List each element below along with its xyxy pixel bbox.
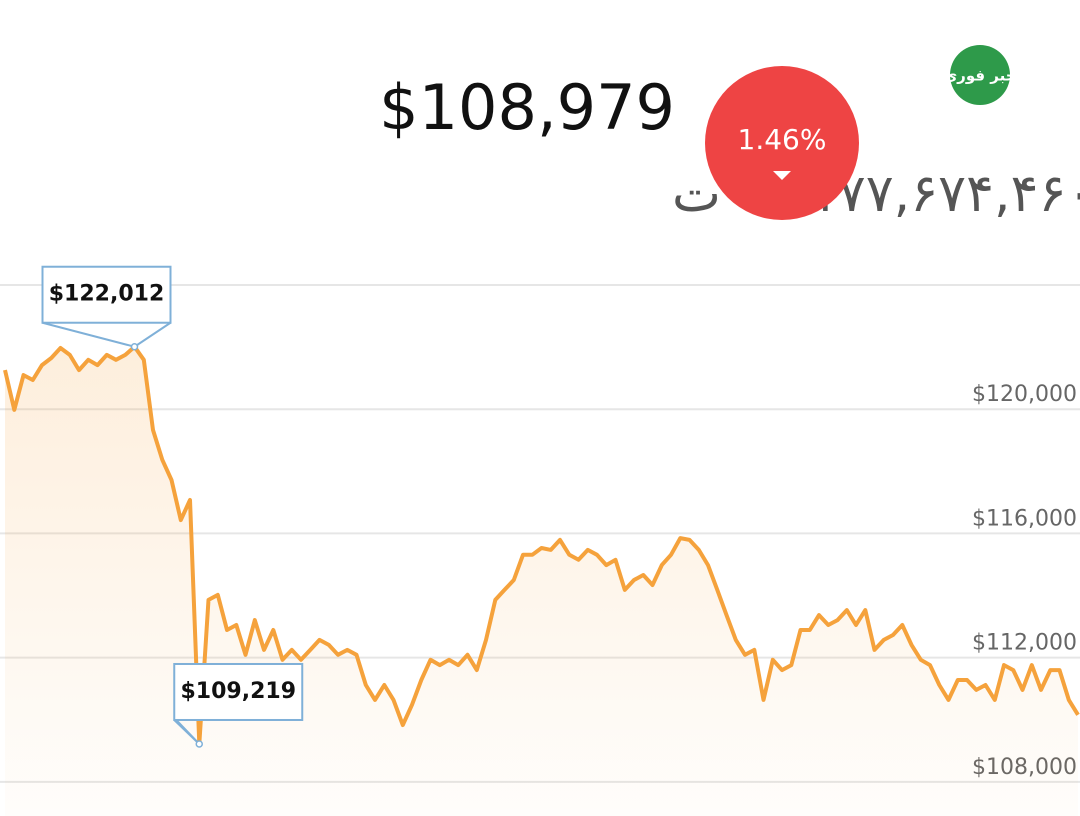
plot: $120,000$116,000$112,000$108,000$122,012… <box>0 265 1080 816</box>
value-label: $122,012 <box>49 282 165 307</box>
logo: خبر فوری <box>943 67 1016 85</box>
down-arrow <box>773 171 791 180</box>
price: $108,979 <box>379 71 675 144</box>
point <box>130 342 139 351</box>
area <box>5 346 1078 816</box>
point <box>195 740 203 748</box>
logo-badge <box>950 45 1010 105</box>
change-badge <box>705 66 859 220</box>
callout-box <box>173 662 304 721</box>
y-tick-label: $116,000 <box>972 506 1077 531</box>
callout-box <box>41 265 172 324</box>
callout <box>42 321 172 348</box>
y-tick-label: $120,000 <box>972 382 1077 407</box>
change-percent: 1.46% <box>738 123 827 156</box>
y-tick-label: $112,000 <box>972 631 1077 656</box>
value-label: $109,219 <box>180 679 296 704</box>
line <box>3 344 1080 746</box>
